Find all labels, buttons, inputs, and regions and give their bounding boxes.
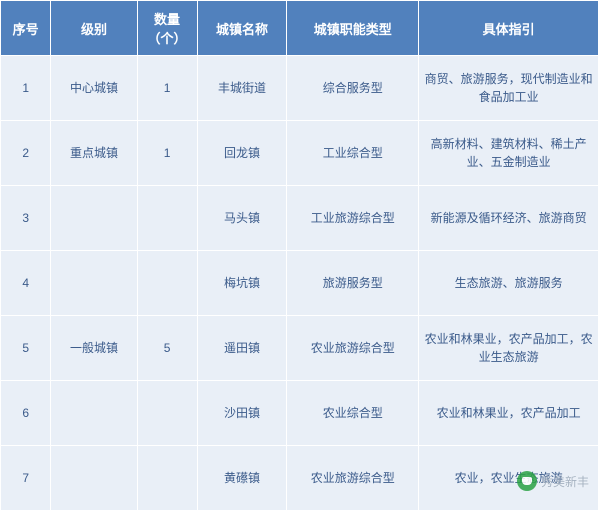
cell-type: 工业旅游综合型 (287, 186, 419, 251)
cell-qty (137, 381, 197, 446)
town-table-container: 序号 级别 数量（个） 城镇名称 城镇职能类型 具体指引 1 中心城镇 1 丰城… (0, 0, 599, 501)
header-name: 城镇名称 (197, 1, 287, 56)
cell-seq: 6 (1, 381, 51, 446)
cell-seq: 4 (1, 251, 51, 316)
cell-level (51, 186, 137, 251)
cell-name: 梅坑镇 (197, 251, 287, 316)
cell-name: 回龙镇 (197, 121, 287, 186)
cell-guide: 商贸、旅游服务，现代制造业和食品加工业 (419, 56, 599, 121)
cell-type: 旅游服务型 (287, 251, 419, 316)
table-row: 3 马头镇 工业旅游综合型 新能源及循环经济、旅游商贸 (1, 186, 599, 251)
cell-qty: 5 (137, 316, 197, 381)
cell-name: 沙田镇 (197, 381, 287, 446)
header-level: 级别 (51, 1, 137, 56)
cell-level (51, 381, 137, 446)
table-body: 1 中心城镇 1 丰城街道 综合服务型 商贸、旅游服务，现代制造业和食品加工业 … (1, 56, 599, 511)
cell-qty (137, 251, 197, 316)
cell-guide: 新能源及循环经济、旅游商贸 (419, 186, 599, 251)
cell-seq: 2 (1, 121, 51, 186)
cell-level: 重点城镇 (51, 121, 137, 186)
cell-name: 遥田镇 (197, 316, 287, 381)
cell-type: 工业综合型 (287, 121, 419, 186)
table-row: 1 中心城镇 1 丰城街道 综合服务型 商贸、旅游服务，现代制造业和食品加工业 (1, 56, 599, 121)
cell-type: 综合服务型 (287, 56, 419, 121)
cell-level: 一般城镇 (51, 316, 137, 381)
table-row: 4 梅坑镇 旅游服务型 生态旅游、旅游服务 (1, 251, 599, 316)
header-qty: 数量（个） (137, 1, 197, 56)
cell-level (51, 251, 137, 316)
header-seq: 序号 (1, 1, 51, 56)
table-header-row: 序号 级别 数量（个） 城镇名称 城镇职能类型 具体指引 (1, 1, 599, 56)
cell-name: 丰城街道 (197, 56, 287, 121)
header-guide: 具体指引 (419, 1, 599, 56)
cell-seq: 3 (1, 186, 51, 251)
cell-qty (137, 186, 197, 251)
town-classification-table: 序号 级别 数量（个） 城镇名称 城镇职能类型 具体指引 1 中心城镇 1 丰城… (0, 0, 599, 511)
cell-guide: 农业和林果业，农产品加工，农业生态旅游 (419, 316, 599, 381)
cell-guide: 生态旅游、旅游服务 (419, 251, 599, 316)
cell-type: 农业旅游综合型 (287, 316, 419, 381)
cell-level: 中心城镇 (51, 56, 137, 121)
cell-type: 农业综合型 (287, 381, 419, 446)
table-row: 2 重点城镇 1 回龙镇 工业综合型 高新材料、建筑材料、稀土产业、五金制造业 (1, 121, 599, 186)
cell-seq: 1 (1, 56, 51, 121)
cell-seq: 5 (1, 316, 51, 381)
header-type: 城镇职能类型 (287, 1, 419, 56)
cell-qty: 1 (137, 121, 197, 186)
table-row: 6 沙田镇 农业综合型 农业和林果业，农产品加工 (1, 381, 599, 446)
table-row: 5 一般城镇 5 遥田镇 农业旅游综合型 农业和林果业，农产品加工，农业生态旅游 (1, 316, 599, 381)
cell-qty: 1 (137, 56, 197, 121)
cell-guide: 高新材料、建筑材料、稀土产业、五金制造业 (419, 121, 599, 186)
cell-guide: 农业和林果业，农产品加工 (419, 381, 599, 446)
cell-name: 马头镇 (197, 186, 287, 251)
